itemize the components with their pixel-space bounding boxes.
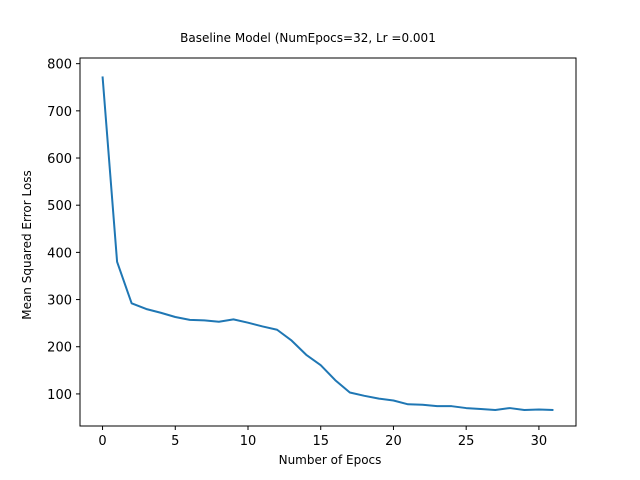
y-tick-label: 200	[47, 341, 72, 356]
x-tick-label: 15	[312, 434, 329, 449]
chart-title: Baseline Model (NumEpocs=32, Lr =0.001	[180, 31, 436, 45]
y-tick-label: 700	[47, 105, 72, 120]
y-tick-label: 600	[47, 152, 72, 167]
x-tick-label: 30	[531, 434, 548, 449]
y-tick-label: 500	[47, 199, 72, 214]
x-tick-label: 20	[385, 434, 402, 449]
x-tick-label: 25	[458, 434, 475, 449]
y-tick-label: 300	[47, 294, 72, 309]
x-tick-label: 10	[240, 434, 257, 449]
y-tick-label: 100	[47, 388, 72, 403]
x-axis-label: Number of Epocs	[279, 453, 382, 467]
y-tick-label: 400	[47, 246, 72, 261]
axes-frame	[79, 57, 577, 427]
x-tick-label: 0	[98, 434, 106, 449]
plot-area: 0 5 10 15 20 25 30 100 200 300 400 500 600 700 800	[47, 57, 577, 449]
x-tick-label: 5	[171, 434, 179, 449]
y-tick-label: 800	[47, 58, 72, 73]
y-axis-label: Mean Squared Error Loss	[20, 170, 34, 320]
series-line	[101, 76, 554, 411]
